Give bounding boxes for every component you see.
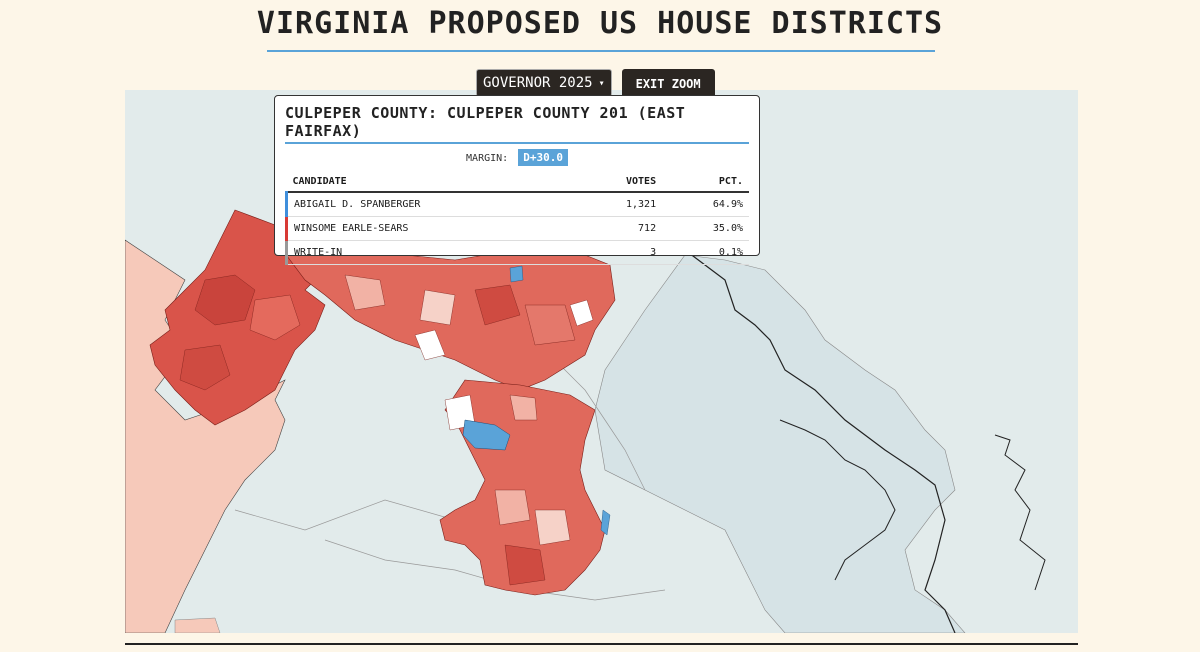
page-title: VIRGINIA PROPOSED US HOUSE DISTRICTS [256,6,944,41]
precinct-blue [509,265,524,283]
candidate-name: WINSOME EARLE-SEARS [285,216,576,241]
candidate-votes: 1,321 [575,192,663,217]
col-pct: PCT. [662,172,749,193]
table-row: WRITE-IN 3 0.1% [285,240,749,265]
election-select-value: GOVERNOR 2025 [483,75,593,91]
col-candidate: CANDIDATE [286,172,576,193]
col-votes: VOTES [575,172,663,193]
precinct [419,289,456,326]
county-line [544,349,646,491]
results-table: CANDIDATE VOTES PCT. ABIGAIL D. SPANBERG… [285,172,749,265]
table-row: WINSOME EARLE-SEARS 712 35.0% [285,216,749,241]
precinct-blue [462,419,511,451]
candidate-name: WRITE-IN [285,240,576,265]
candidate-pct: 64.9% [662,192,749,217]
precinct [509,394,538,421]
margin-label: MARGIN: [466,153,509,164]
candidate-name: ABIGAIL D. SPANBERGER [285,192,576,217]
margin-row: MARGIN: D+30.0 [285,149,749,166]
precinct [474,284,521,326]
precinct [179,344,231,391]
precinct [249,294,301,341]
chevron-down-icon: ▾ [598,77,605,89]
election-select[interactable]: GOVERNOR 2025 ▾ [476,69,612,97]
table-row: ABIGAIL D. SPANBERGER 1,321 64.9% [285,192,749,217]
southwest-district-region [174,617,221,633]
results-header-row: CANDIDATE VOTES PCT. [286,172,749,193]
precinct [494,489,531,526]
precinct [194,274,256,326]
river-line [779,419,896,581]
candidate-pct: 0.1% [662,240,749,265]
precinct [344,274,386,311]
precinct [504,544,546,586]
candidate-votes: 712 [575,216,663,241]
precinct-blue [600,509,611,536]
margin-badge: D+30.0 [518,149,568,166]
county-line [234,499,456,531]
map-controls: GOVERNOR 2025 ▾ EXIT ZOOM [476,69,715,99]
precinct [534,509,571,546]
precinct [569,299,594,327]
precinct [524,304,576,346]
tooltip-title: CULPEPER COUNTY: CULPEPER COUNTY 201 (EA… [285,104,749,144]
map-bottom-rule [125,643,1078,645]
candidate-votes: 3 [575,240,663,265]
precinct [414,329,446,361]
precinct-tooltip: CULPEPER COUNTY: CULPEPER COUNTY 201 (EA… [274,95,760,265]
exit-zoom-button[interactable]: EXIT ZOOM [621,69,715,99]
river-line-2 [994,434,1046,591]
candidate-pct: 35.0% [662,216,749,241]
coastline [684,249,956,633]
title-underline [267,50,935,52]
